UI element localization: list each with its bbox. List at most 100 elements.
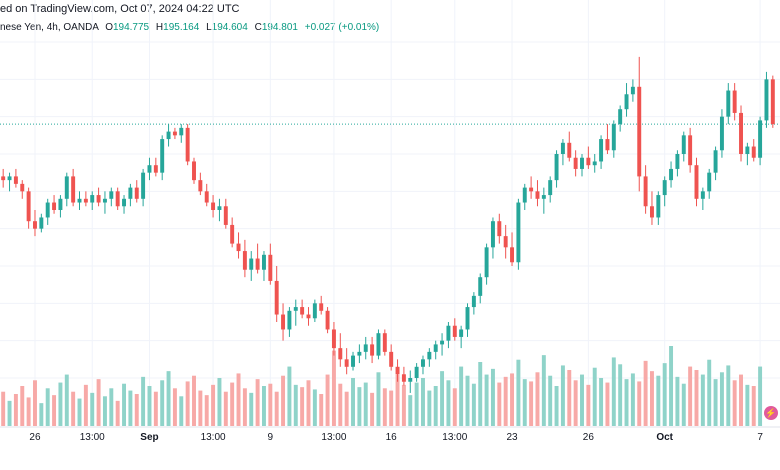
candle bbox=[300, 299, 305, 319]
candle-body bbox=[694, 165, 699, 199]
volume-bar bbox=[211, 384, 216, 426]
candle bbox=[433, 340, 438, 360]
volume-bar bbox=[529, 381, 534, 426]
volume-bar bbox=[204, 395, 209, 426]
candle-body bbox=[255, 258, 260, 270]
volume-bar bbox=[427, 390, 432, 426]
volume-bar bbox=[459, 366, 464, 426]
volume-bar bbox=[102, 396, 107, 426]
volume-bar bbox=[465, 375, 470, 426]
candle bbox=[529, 176, 534, 199]
volume-bar bbox=[681, 383, 686, 426]
candle-body bbox=[605, 139, 610, 151]
volume-bar bbox=[700, 374, 705, 426]
candle bbox=[401, 366, 406, 386]
x-tick-label: 7 bbox=[757, 432, 763, 443]
x-tick-label: 26 bbox=[583, 432, 595, 443]
tradingview-logo-icon[interactable]: ⚡ bbox=[764, 406, 778, 420]
candle-body bbox=[567, 142, 572, 158]
candle bbox=[516, 198, 521, 270]
candle bbox=[370, 336, 375, 364]
candle bbox=[293, 299, 298, 326]
candle bbox=[465, 303, 470, 337]
candle bbox=[624, 83, 629, 117]
candle bbox=[344, 348, 349, 375]
volume-bars bbox=[1, 346, 763, 426]
candle bbox=[548, 176, 553, 203]
candle-body bbox=[128, 187, 133, 199]
candle-body bbox=[630, 86, 635, 95]
candle-body bbox=[764, 79, 769, 121]
candle-body bbox=[141, 172, 146, 199]
candle-body bbox=[312, 303, 317, 319]
candle-body bbox=[179, 127, 184, 136]
candle bbox=[83, 191, 88, 207]
candle bbox=[77, 191, 82, 210]
volume-bar bbox=[319, 394, 324, 426]
candle bbox=[618, 105, 623, 132]
candle bbox=[408, 370, 413, 393]
volume-bar bbox=[287, 366, 292, 426]
candle-body bbox=[433, 344, 438, 352]
candle bbox=[446, 322, 451, 349]
volume-bar bbox=[478, 362, 483, 426]
candle-body bbox=[96, 195, 101, 203]
x-tick-label: 16 bbox=[386, 432, 398, 443]
close-label: C bbox=[254, 22, 262, 33]
volume-bar bbox=[726, 365, 731, 426]
candle-body bbox=[274, 280, 279, 315]
volume-bar bbox=[580, 374, 584, 426]
candle bbox=[580, 154, 584, 177]
volume-bar bbox=[510, 373, 515, 426]
candle bbox=[96, 187, 101, 207]
low-label: L bbox=[206, 22, 212, 33]
candle-body bbox=[7, 176, 12, 181]
candle-body bbox=[26, 191, 31, 222]
candle bbox=[630, 79, 635, 102]
candle-body bbox=[363, 344, 368, 352]
x-tick-label: Oct bbox=[656, 432, 673, 443]
candle bbox=[554, 150, 559, 188]
candle bbox=[637, 56, 642, 192]
volume-bar bbox=[7, 400, 12, 426]
candle bbox=[478, 273, 483, 304]
volume-bar bbox=[586, 384, 591, 426]
volume-bar bbox=[192, 375, 196, 426]
candle-body bbox=[319, 303, 324, 311]
candle-body bbox=[351, 355, 355, 367]
volume-bar bbox=[351, 378, 355, 426]
candle bbox=[255, 243, 260, 274]
candle-body bbox=[223, 206, 228, 225]
volume-bar bbox=[185, 381, 190, 426]
volume-bar bbox=[26, 397, 31, 426]
candle bbox=[13, 168, 18, 188]
candle bbox=[535, 180, 540, 207]
candle bbox=[331, 322, 336, 356]
candle bbox=[751, 139, 756, 162]
candle-body bbox=[700, 191, 705, 199]
candle bbox=[128, 183, 133, 207]
candle bbox=[484, 243, 489, 285]
x-tick-label: 23 bbox=[506, 432, 518, 443]
candle-body bbox=[211, 202, 216, 210]
candle-body bbox=[427, 351, 432, 360]
candle bbox=[351, 351, 355, 371]
volume-bar bbox=[490, 368, 495, 426]
volume-bar bbox=[20, 386, 25, 426]
candle bbox=[357, 344, 362, 364]
volume-bar bbox=[268, 383, 273, 426]
candle-body bbox=[618, 109, 623, 125]
volume-bar bbox=[395, 374, 400, 426]
candle bbox=[166, 124, 171, 147]
candle bbox=[102, 191, 107, 214]
candle-body bbox=[83, 198, 88, 203]
candle bbox=[719, 109, 724, 158]
candle bbox=[71, 168, 76, 207]
candle-body bbox=[662, 180, 667, 196]
candle-body bbox=[20, 183, 25, 192]
candle bbox=[643, 165, 648, 214]
candle-body bbox=[71, 176, 76, 203]
candle bbox=[452, 318, 457, 341]
volume-bar bbox=[484, 374, 489, 426]
